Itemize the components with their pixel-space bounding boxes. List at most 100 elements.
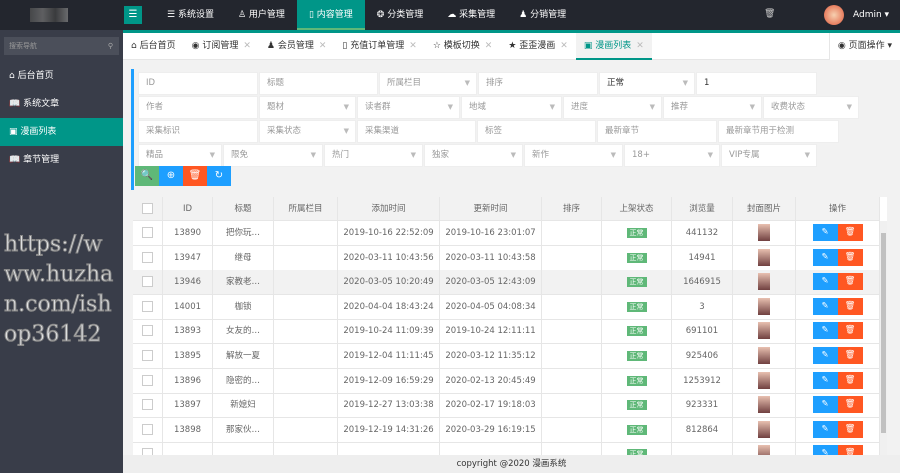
edit-button[interactable]: ✎ [812,371,838,389]
filter-select[interactable]: 限免 ▼ [223,144,323,167]
sidebar-item-3[interactable]: 📖 章节管理 [0,146,123,174]
scrollbar[interactable] [880,221,887,455]
search-button[interactable]: 🔍 [135,166,159,186]
filter-select[interactable]: VIP专属 ▼ [721,144,817,167]
cover-image[interactable] [758,420,770,438]
sidebar-search-input[interactable]: 搜索导航 ⚲ [4,37,119,55]
trash-icon[interactable]: 🗑 [764,9,776,19]
cover-image[interactable] [758,224,770,241]
filter-input[interactable]: 作者 [138,96,258,119]
delete-button[interactable]: 🗑 [837,224,863,241]
add-button[interactable]: ⊕ [159,166,183,186]
filter-select[interactable]: 地域 ▼ [461,96,562,119]
checkbox[interactable] [142,399,153,411]
checkbox[interactable] [142,350,153,361]
edit-button[interactable]: ✎ [812,445,838,455]
edit-button[interactable]: ✎ [812,322,838,340]
cover-image[interactable] [758,297,770,315]
close-icon[interactable]: ✕ [484,41,493,51]
checkbox[interactable] [142,374,153,386]
sidebar-item-2[interactable]: ▣ 漫画列表 [0,118,123,146]
sidebar-item-1[interactable]: 📖 系统文章 [0,90,123,118]
tab-1[interactable]: ◉ 订阅管理 ✕ [184,33,259,60]
checkbox[interactable] [142,325,153,337]
cover-image[interactable] [758,322,770,340]
tab-4[interactable]: ☆ 模板切换 ✕ [425,33,501,60]
filter-select[interactable]: 题材 ▼ [259,96,356,119]
nav-item-3[interactable]: ❂ 分类管理 [365,0,435,30]
row-checkbox[interactable] [133,417,163,442]
filter-input[interactable]: 排序 [478,72,598,95]
delete-button[interactable]: 🗑 [837,420,863,438]
filter-select[interactable]: 采集状态 ▼ [259,120,356,143]
filter-select[interactable]: 读者群 ▼ [357,96,460,119]
tab-2[interactable]: ♟ 会员管理 ✕ [259,33,335,60]
filter-select[interactable]: 新作 ▼ [524,144,623,167]
filter-input[interactable]: 最新章节用于检测 [718,120,839,143]
delete-button[interactable]: 🗑 [837,396,863,414]
row-checkbox[interactable] [133,344,163,368]
filter-select[interactable]: 进度 ▼ [563,96,662,119]
row-checkbox[interactable] [133,245,163,270]
cover-image[interactable] [758,445,770,455]
edit-button[interactable]: ✎ [812,347,838,364]
delete-button[interactable]: 🗑 [183,166,207,186]
filter-input[interactable]: 采集标识 [138,120,258,143]
filter-input[interactable]: 标题 [259,72,378,95]
edit-button[interactable]: ✎ [812,297,838,315]
cover-image[interactable] [758,248,770,266]
edit-button[interactable]: ✎ [812,420,838,438]
filter-select[interactable]: 推荐 ▼ [663,96,762,119]
close-icon[interactable]: ✕ [318,41,327,51]
delete-button[interactable]: 🗑 [837,273,863,291]
checkbox[interactable] [142,300,153,312]
delete-button[interactable]: 🗑 [837,297,863,315]
checkbox[interactable] [142,423,153,435]
filter-input[interactable]: 采集渠道 [357,120,476,143]
close-icon[interactable]: ✕ [243,41,251,51]
row-checkbox[interactable] [133,221,163,245]
row-checkbox[interactable] [133,270,163,295]
checkbox[interactable] [142,276,153,288]
filter-select[interactable]: 正常 ▼ [599,72,695,95]
tab-3[interactable]: ▯ 充值订单管理 ✕ [334,33,424,60]
filter-input[interactable]: 最新章节 [597,120,717,143]
cover-image[interactable] [758,396,770,414]
delete-button[interactable]: 🗑 [837,347,863,364]
filter-select[interactable]: 收费状态 ▼ [763,96,859,119]
cover-image[interactable] [758,347,770,364]
nav-item-2[interactable]: ▯ 内容管理 [296,0,365,30]
row-checkbox[interactable] [133,368,163,393]
tab-0[interactable]: ⌂ 后台首页 [123,33,184,60]
row-checkbox[interactable] [133,319,163,344]
close-icon[interactable]: ✕ [636,41,644,51]
close-icon[interactable]: ✕ [409,41,417,51]
filter-input[interactable]: ID [138,72,258,95]
row-checkbox[interactable] [133,294,163,319]
select-all-checkbox[interactable] [133,197,163,220]
edit-button[interactable]: ✎ [812,248,838,266]
cover-image[interactable] [758,273,770,291]
filter-select[interactable]: 18+ ▼ [624,144,720,167]
filter-select[interactable]: 独家 ▼ [424,144,523,167]
row-checkbox[interactable] [133,393,163,418]
edit-button[interactable]: ✎ [812,396,838,414]
menu-toggle-button[interactable]: ☰ [124,6,142,24]
delete-button[interactable]: 🗑 [837,445,863,455]
checkbox[interactable] [142,227,153,238]
delete-button[interactable]: 🗑 [837,322,863,340]
filter-select[interactable]: 所属栏目 ▼ [379,72,477,95]
search-icon[interactable]: ⚲ [107,42,113,50]
avatar[interactable] [824,5,844,25]
refresh-button[interactable]: ↻ [207,166,231,186]
page-operations-button[interactable]: ◉ 页面操作 ▾ [828,33,900,60]
filter-select[interactable]: 精品 ▼ [138,144,222,167]
nav-item-1[interactable]: ♙ 用户管理 [226,0,297,30]
nav-item-5[interactable]: ♟ 分销管理 [507,0,578,30]
edit-button[interactable]: ✎ [812,224,838,241]
delete-button[interactable]: 🗑 [837,371,863,389]
checkbox[interactable] [142,448,153,455]
filter-input[interactable]: 1 [696,72,817,95]
cover-image[interactable] [758,371,770,389]
close-icon[interactable]: ✕ [560,41,568,51]
